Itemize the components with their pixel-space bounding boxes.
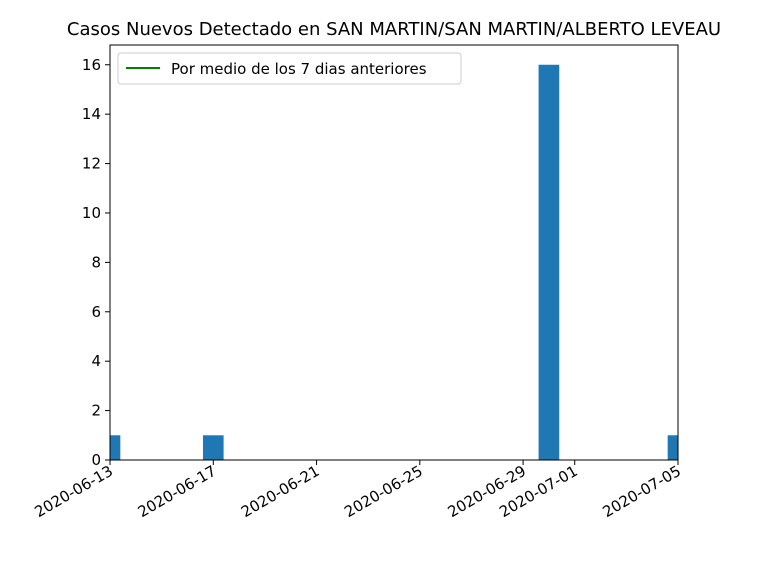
x-tick-label: 2020-06-21 <box>238 462 323 521</box>
x-tick-label: 2020-06-13 <box>31 462 116 521</box>
y-tick-label: 8 <box>91 253 101 271</box>
plot-frame <box>109 44 679 461</box>
y-tick-label: 14 <box>82 105 101 123</box>
x-tick-label: 2020-07-05 <box>599 462 684 521</box>
bar <box>667 435 678 460</box>
bar <box>202 435 224 460</box>
y-tick-label: 0 <box>91 451 101 469</box>
y-tick-label: 2 <box>91 402 101 420</box>
y-tick-label: 10 <box>82 204 101 222</box>
x-axis: 2020-06-13 2020-06-17 2020-06-21 2020-06-25… <box>31 460 684 521</box>
y-tick-label: 12 <box>82 155 101 173</box>
y-tick-label: 4 <box>91 352 101 370</box>
legend-label: Por medio de los 7 dias anteriores <box>171 60 427 78</box>
legend: Por medio de los 7 dias anteriores <box>117 52 462 85</box>
y-tick-label: 6 <box>91 303 101 321</box>
x-tick-label: 2020-06-17 <box>135 462 220 521</box>
legend-box <box>117 52 462 85</box>
bars-group <box>110 64 678 460</box>
bar <box>538 64 560 460</box>
bar <box>110 435 121 460</box>
y-axis: 0 2 4 6 8 10 12 14 16 <box>82 56 110 469</box>
chart-title: Casos Nuevos Detectado en SAN MARTIN/SAN… <box>67 19 721 40</box>
y-tick-label: 16 <box>82 56 101 74</box>
x-tick-label: 2020-06-25 <box>341 462 426 521</box>
